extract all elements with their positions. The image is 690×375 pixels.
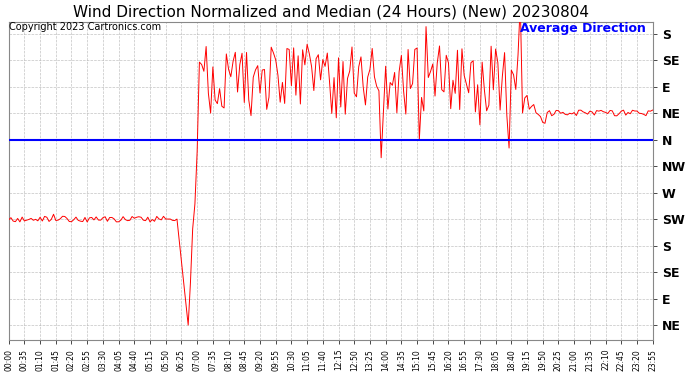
Text: Copyright 2023 Cartronics.com: Copyright 2023 Cartronics.com <box>9 22 161 32</box>
Title: Wind Direction Normalized and Median (24 Hours) (New) 20230804: Wind Direction Normalized and Median (24… <box>72 4 589 19</box>
Text: Average Direction: Average Direction <box>520 22 647 35</box>
